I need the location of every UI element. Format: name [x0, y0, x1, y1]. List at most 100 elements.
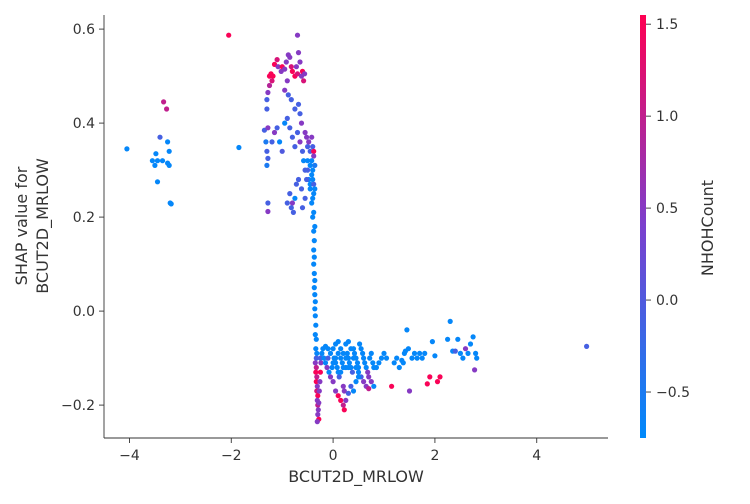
- data-point: [349, 369, 355, 375]
- data-point: [396, 364, 402, 371]
- data-point: [338, 346, 344, 352]
- data-point: [289, 68, 295, 74]
- data-point: [313, 364, 319, 371]
- data-point: [312, 360, 318, 366]
- data-point: [288, 97, 294, 103]
- data-point: [124, 146, 130, 152]
- data-point: [470, 334, 476, 340]
- data-point: [154, 179, 161, 185]
- data-point: [295, 176, 302, 183]
- data-point: [154, 158, 161, 164]
- data-point: [312, 162, 318, 168]
- data-point: [302, 195, 308, 201]
- data-point: [345, 339, 351, 345]
- data-point: [343, 397, 349, 403]
- data-point: [427, 374, 433, 380]
- data-point: [302, 71, 308, 77]
- data-point: [355, 369, 362, 375]
- colorbar-label: NHOHCount: [698, 180, 717, 276]
- x-tick-label: −2: [221, 448, 242, 464]
- data-point: [312, 292, 318, 298]
- data-point: [358, 346, 364, 352]
- data-point: [311, 153, 317, 159]
- data-point: [305, 144, 311, 150]
- data-point: [371, 383, 377, 389]
- data-point: [343, 355, 349, 361]
- data-point: [474, 355, 480, 361]
- data-point: [293, 181, 299, 187]
- data-point: [404, 327, 410, 333]
- data-point: [271, 129, 278, 136]
- data-point: [297, 111, 303, 117]
- data-point: [282, 66, 288, 72]
- data-point: [265, 89, 271, 96]
- data-point: [457, 350, 463, 356]
- data-point: [366, 374, 372, 380]
- data-point: [462, 346, 469, 352]
- data-point: [305, 167, 311, 173]
- data-point: [289, 200, 295, 206]
- data-point: [313, 346, 319, 352]
- colorbar-ticks: −0.5 0.0 0.5 1.0 1.5: [646, 17, 690, 401]
- data-point: [334, 364, 340, 371]
- data-point: [338, 369, 344, 375]
- data-point: [165, 160, 171, 166]
- data-point: [287, 54, 293, 60]
- data-point: [350, 355, 357, 361]
- data-point: [324, 364, 330, 371]
- data-point: [361, 355, 367, 361]
- data-point: [381, 350, 387, 356]
- data-point: [355, 374, 362, 380]
- data-point: [417, 350, 423, 356]
- data-point: [368, 379, 374, 385]
- data-point: [361, 379, 367, 385]
- data-point: [265, 155, 271, 161]
- data-point: [310, 176, 316, 183]
- data-point: [409, 355, 415, 361]
- data-point: [292, 106, 298, 112]
- data-point: [297, 139, 303, 145]
- data-point: [391, 360, 397, 366]
- data-point: [317, 379, 323, 385]
- data-point: [311, 209, 317, 215]
- data-point: [429, 339, 435, 345]
- data-point: [348, 346, 354, 352]
- data-point: [321, 355, 327, 361]
- data-point: [279, 148, 285, 154]
- data-point: [333, 355, 339, 361]
- data-point: [362, 360, 368, 366]
- data-point: [311, 228, 317, 234]
- data-point: [339, 360, 345, 366]
- data-point: [265, 125, 271, 131]
- data-point: [307, 186, 313, 192]
- data-point: [330, 360, 336, 366]
- data-point: [455, 336, 461, 342]
- colorbar-tick-label: 1.5: [656, 17, 678, 33]
- data-point: [350, 388, 357, 394]
- data-point: [264, 162, 270, 168]
- y-tick-label: 0.4: [73, 116, 95, 132]
- data-point: [295, 101, 302, 107]
- data-point: [292, 144, 298, 150]
- data-point: [341, 388, 347, 394]
- data-point: [419, 355, 425, 361]
- data-point: [287, 191, 293, 197]
- data-point: [340, 350, 346, 356]
- data-point: [310, 167, 316, 173]
- data-point: [378, 355, 385, 361]
- data-point: [307, 162, 313, 168]
- data-point: [269, 139, 275, 145]
- data-point: [370, 360, 376, 366]
- data-point: [333, 388, 339, 394]
- data-point: [389, 383, 395, 389]
- data-point: [338, 355, 344, 361]
- data-point: [312, 313, 318, 319]
- data-point: [164, 106, 170, 112]
- data-point: [432, 353, 438, 359]
- data-point: [304, 134, 310, 140]
- data-point: [284, 78, 290, 84]
- data-point: [284, 115, 290, 121]
- data-point: [313, 336, 319, 342]
- y-tick-label: 0.6: [73, 22, 95, 38]
- data-point: [312, 186, 318, 192]
